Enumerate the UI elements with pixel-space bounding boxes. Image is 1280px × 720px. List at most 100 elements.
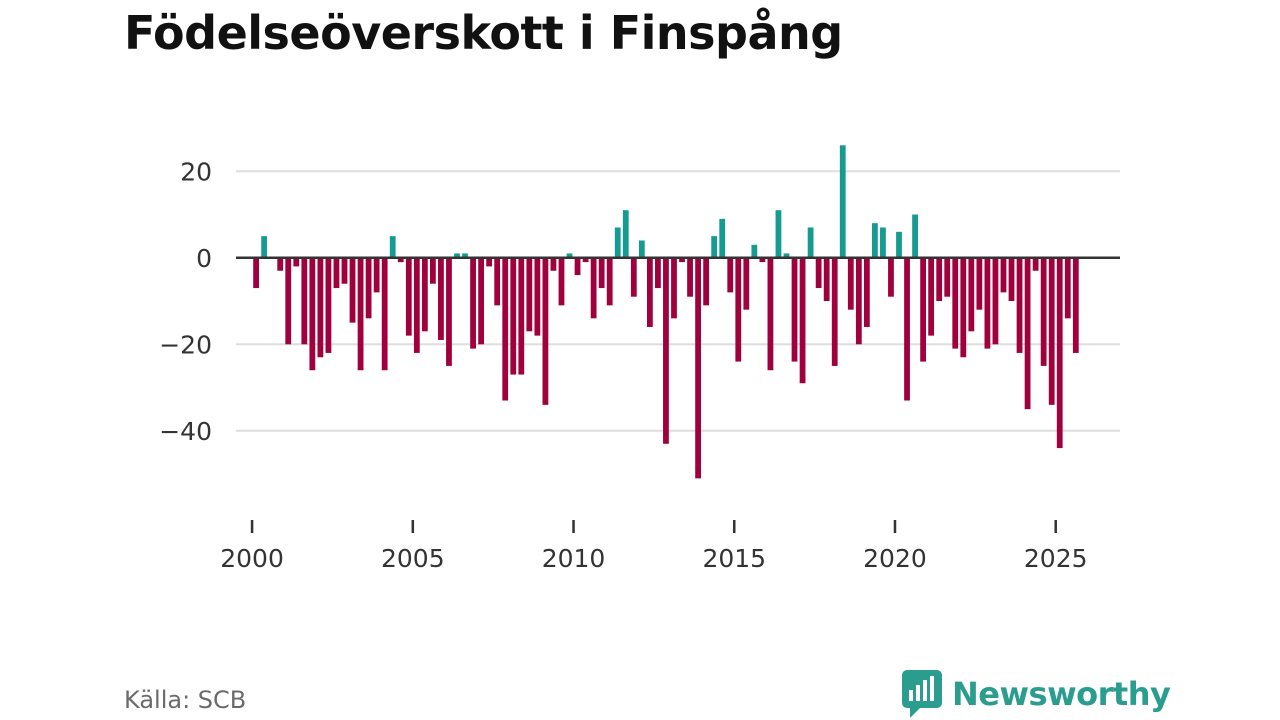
bar (767, 257, 774, 371)
bar (743, 257, 750, 310)
bar (663, 257, 669, 444)
bar (807, 227, 814, 258)
bar (462, 253, 468, 258)
bar (719, 218, 726, 258)
bar (478, 257, 485, 345)
bar (872, 223, 878, 258)
bar (261, 236, 268, 258)
bar (751, 244, 758, 258)
bar (775, 210, 782, 258)
bar (405, 257, 412, 336)
bar (558, 257, 565, 306)
bar (992, 257, 999, 345)
bar (365, 257, 372, 319)
bar (1072, 257, 1079, 353)
bar (928, 257, 935, 336)
bar (502, 257, 509, 401)
bar (936, 257, 943, 302)
bar (293, 257, 300, 267)
y-tick-label: 0 (196, 244, 212, 273)
bar (984, 257, 991, 349)
bar (253, 257, 259, 289)
brand-logo: Newsworthy (902, 670, 1171, 718)
brand-name: Newsworthy (952, 675, 1171, 713)
x-tick-label: 2025 (1024, 544, 1088, 573)
bar (1024, 257, 1031, 410)
bar (655, 257, 661, 289)
bar (510, 257, 517, 375)
y-tick-label: −20 (159, 330, 212, 359)
bar (1040, 257, 1047, 366)
bar (494, 257, 501, 306)
bar (630, 257, 637, 297)
bar (968, 257, 975, 332)
x-axis: 2000 2005 2010 2015 2020 2025 (220, 520, 1088, 573)
bar (880, 227, 886, 258)
bar (285, 257, 292, 345)
bar (389, 236, 396, 258)
bar (711, 236, 718, 258)
bar (349, 257, 356, 323)
bar (486, 257, 493, 267)
bar (646, 257, 653, 327)
bar (888, 257, 894, 297)
bar (373, 257, 380, 293)
bars (253, 145, 1079, 479)
bar (566, 253, 573, 258)
bar (1016, 257, 1023, 353)
bar (695, 257, 701, 479)
bar (1032, 257, 1039, 271)
bar (325, 257, 332, 353)
bar (1008, 257, 1015, 302)
bar (438, 257, 444, 340)
bar (855, 257, 862, 345)
chart-title: Födelseöverskott i Finspång (124, 6, 843, 60)
bar (703, 257, 710, 306)
bar (1064, 257, 1071, 319)
bar (550, 257, 557, 271)
bar (309, 257, 316, 371)
bar (952, 257, 959, 349)
bar (904, 257, 910, 401)
y-axis-tick-labels: 20 0 −20 −40 (159, 157, 212, 446)
bar (534, 257, 541, 336)
x-tick-label: 2005 (381, 544, 445, 573)
bar (381, 257, 388, 371)
bar (470, 257, 476, 349)
bar (815, 257, 822, 289)
bar (783, 253, 790, 258)
bar (590, 257, 597, 319)
bar (454, 253, 460, 258)
bar (944, 257, 951, 297)
y-tick-label: −40 (159, 417, 212, 446)
bar (1056, 257, 1063, 449)
bar (727, 257, 734, 293)
bar (606, 257, 613, 306)
bar (446, 257, 452, 366)
bar (638, 240, 645, 258)
bar (518, 257, 525, 375)
bar (1000, 257, 1007, 293)
bar (542, 257, 549, 405)
bar (397, 257, 404, 263)
bar-chart-speech-bubble-icon (902, 670, 942, 718)
bar (863, 257, 870, 327)
bar (671, 257, 677, 319)
bar (831, 257, 838, 366)
bar (823, 257, 830, 302)
bar (799, 257, 806, 384)
x-tick-label: 2020 (863, 544, 927, 573)
x-tick-label: 2000 (220, 544, 284, 573)
bar (614, 227, 621, 258)
bar (357, 257, 364, 371)
bar (317, 257, 324, 358)
bar (277, 257, 284, 271)
bar (847, 257, 854, 310)
bar (976, 257, 983, 310)
bar (791, 257, 798, 362)
bar (687, 257, 693, 297)
bar (960, 257, 967, 358)
bar (430, 257, 436, 284)
bar (582, 257, 589, 263)
